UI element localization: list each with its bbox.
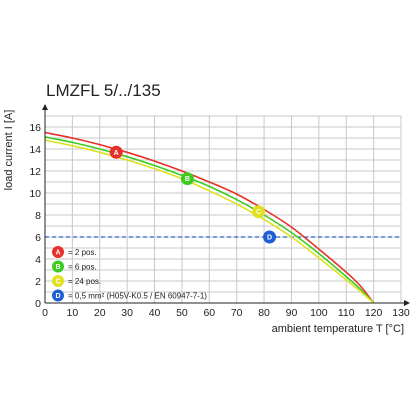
marker-label-a: A bbox=[114, 150, 119, 157]
marker-a bbox=[109, 145, 123, 159]
x-tick-label: 40 bbox=[149, 307, 161, 319]
y-axis-arrow bbox=[42, 104, 48, 110]
legend-key-d: D bbox=[55, 293, 60, 300]
x-tick-label: 20 bbox=[94, 307, 106, 319]
legend-swatch-c bbox=[52, 275, 64, 287]
x-tick-label: 80 bbox=[258, 307, 270, 319]
axes: 0 10 20 30 40 50 60 70 80 90 100 110 120 130 0 2 4 6 8 10 12… bbox=[29, 104, 410, 319]
y-tick-label: 14 bbox=[29, 144, 41, 156]
y-tick-label: 0 bbox=[35, 298, 41, 310]
y-tick-label: 12 bbox=[29, 166, 41, 178]
marker-label-b: B bbox=[185, 176, 190, 183]
x-tick-label: 70 bbox=[231, 307, 243, 319]
x-tick-label: 50 bbox=[176, 307, 188, 319]
legend-entry-a: = 2 pos. bbox=[68, 248, 97, 257]
series-line-a bbox=[44, 131, 375, 304]
marker-label-d: D bbox=[267, 235, 272, 242]
x-tick-label: 10 bbox=[67, 307, 79, 319]
legend-entry-d: = 0,5 mm² (H05V-K0.5 / EN 60947-7-1) bbox=[68, 292, 207, 301]
legend-key-a: A bbox=[55, 250, 60, 257]
y-tick-label: 16 bbox=[29, 122, 41, 134]
y-axis-label: load current I [A] bbox=[3, 110, 15, 191]
x-tick-label: 120 bbox=[365, 307, 383, 319]
x-tick-label: 90 bbox=[286, 307, 298, 319]
legend-key-c: C bbox=[55, 279, 60, 286]
x-tick-label: 130 bbox=[392, 307, 410, 319]
y-tick-label: 6 bbox=[35, 232, 41, 244]
x-tick-label: 0 bbox=[42, 307, 48, 319]
x-tick-label: 100 bbox=[310, 307, 328, 319]
legend: A = 2 pos. B = 6 pos. C = 24 pos. D = 0,5 mm² (… bbox=[52, 246, 207, 302]
y-tick-label: 2 bbox=[35, 276, 41, 288]
x-tick-label: 60 bbox=[203, 307, 215, 319]
marker-d bbox=[263, 230, 277, 244]
legend-swatch-a bbox=[52, 246, 64, 258]
legend-entry-c: = 24 pos. bbox=[68, 277, 101, 286]
y-tick-label: 4 bbox=[35, 254, 41, 266]
series-line-c bbox=[44, 139, 375, 304]
x-tick-label: 110 bbox=[338, 307, 355, 319]
legend-swatch-d bbox=[52, 289, 64, 302]
y-tick-label: 10 bbox=[29, 188, 41, 200]
legend-entry-b: = 6 pos. bbox=[68, 263, 97, 272]
marker-b bbox=[180, 172, 194, 186]
series-line-b bbox=[44, 136, 375, 304]
y-tick-label: 8 bbox=[35, 210, 41, 222]
chart-title: LMZFL 5/../135 bbox=[46, 81, 161, 100]
legend-key-b: B bbox=[55, 264, 60, 271]
x-tick-label: 30 bbox=[121, 307, 133, 319]
legend-swatch-b bbox=[52, 260, 64, 273]
series-group bbox=[44, 131, 375, 304]
marker-label-c: C bbox=[256, 209, 261, 216]
x-axis-arrow bbox=[404, 300, 410, 306]
x-axis-label: ambient temperature T [°C] bbox=[272, 323, 404, 335]
marker-c bbox=[252, 205, 266, 219]
marker-group: A B C D bbox=[109, 145, 277, 244]
